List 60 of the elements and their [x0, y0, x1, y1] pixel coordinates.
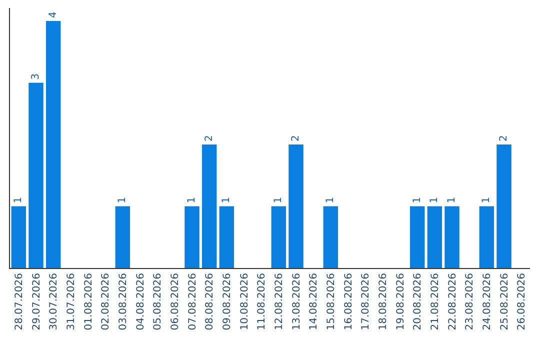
bar	[202, 144, 217, 268]
bar	[115, 206, 130, 268]
bar	[184, 206, 200, 268]
x-tick-label: 26.08.2026	[516, 273, 528, 330]
x-tick-label: 31.07.2026	[66, 273, 77, 330]
x-tick-label: 08.08.2026	[204, 273, 216, 330]
x-tick-label: 16.08.2026	[343, 273, 354, 330]
x-tick-label: 04.08.2026	[135, 273, 146, 330]
x-tick-label: 12.08.2026	[274, 273, 285, 330]
bar	[410, 206, 425, 268]
data-label: 1	[186, 196, 198, 204]
x-tick-label: 23.08.2026	[464, 273, 476, 330]
x-tick-label: 14.08.2026	[308, 273, 320, 330]
data-label: 1	[273, 196, 284, 204]
x-tick-label: 10.08.2026	[239, 273, 250, 330]
data-label: 4	[48, 12, 59, 18]
x-tick-label: 09.08.2026	[222, 273, 233, 330]
x-tick-label: 28.07.2026	[14, 273, 25, 330]
bar	[11, 206, 26, 268]
bar	[444, 206, 460, 268]
x-tick-label: 22.08.2026	[447, 273, 458, 330]
data-label: 2	[498, 135, 510, 142]
x-tick-label: 11.08.2026	[256, 273, 268, 330]
x-tick-label: 06.08.2026	[170, 273, 181, 330]
bar	[323, 206, 338, 268]
data-label: 1	[412, 196, 423, 204]
bar	[288, 144, 304, 268]
bar	[271, 206, 286, 268]
data-label: 2	[290, 135, 302, 142]
data-label: 1	[429, 196, 440, 204]
x-tick-label: 07.08.2026	[187, 273, 198, 330]
data-label: 1	[221, 196, 232, 204]
x-tick-label: 18.08.2026	[378, 273, 389, 330]
x-tick-label: 21.08.2026	[430, 273, 441, 330]
x-tick-label: 30.07.2026	[48, 273, 60, 330]
x-tick-label: 03.08.2026	[118, 273, 129, 330]
x-tick-label: 19.08.2026	[395, 273, 406, 330]
bar	[496, 144, 512, 268]
x-tick-label: 20.08.2026	[412, 273, 424, 330]
x-tick-label: 24.08.2026	[482, 273, 493, 330]
data-label: 1	[325, 196, 336, 204]
data-label: 3	[30, 73, 42, 80]
data-label: 2	[204, 135, 215, 142]
x-tick-label: 02.08.2026	[100, 273, 112, 330]
bar	[479, 206, 494, 268]
x-tick-label: 25.08.2026	[499, 273, 510, 330]
bar	[427, 206, 442, 268]
x-tick-label: 13.08.2026	[291, 273, 302, 330]
x-tick-label: 17.08.2026	[360, 273, 372, 330]
bar	[219, 206, 234, 268]
x-tick-label: 15.08.2026	[326, 273, 337, 330]
data-label: 1	[117, 196, 128, 204]
x-tick-label: 29.07.2026	[31, 273, 42, 330]
data-label: 1	[13, 196, 24, 204]
x-tick-label: 01.08.2026	[83, 273, 94, 330]
x-tick-label: 05.08.2026	[152, 273, 164, 330]
data-label: 1	[481, 196, 492, 204]
bar	[28, 82, 44, 268]
data-label: 1	[446, 196, 458, 204]
bar	[46, 21, 61, 268]
